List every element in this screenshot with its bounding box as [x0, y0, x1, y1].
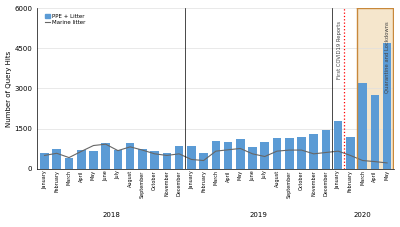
Bar	[114, 150, 122, 169]
Text: 2018: 2018	[103, 212, 121, 218]
Text: Quarantine and Lockdowns: Quarantine and Lockdowns	[385, 21, 390, 93]
Text: 2019: 2019	[250, 212, 268, 218]
Bar	[77, 150, 86, 169]
Bar	[346, 137, 355, 169]
Bar	[358, 83, 367, 169]
Bar	[212, 141, 220, 169]
Bar	[383, 43, 391, 169]
Bar	[102, 143, 110, 169]
Bar	[52, 149, 61, 169]
Bar	[356, 8, 393, 169]
Bar	[175, 146, 183, 169]
Text: 2020: 2020	[354, 212, 372, 218]
Bar	[40, 153, 49, 169]
Bar	[65, 158, 73, 169]
Bar	[297, 137, 306, 169]
Bar	[370, 95, 379, 169]
Bar	[126, 143, 134, 169]
Bar	[199, 153, 208, 169]
Bar	[236, 139, 244, 169]
Bar	[285, 138, 294, 169]
Text: First COVID19 Reports: First COVID19 Reports	[337, 21, 342, 79]
Bar	[260, 142, 269, 169]
Bar	[224, 142, 232, 169]
Legend: PPE + Litter, Marine litter: PPE + Litter, Marine litter	[44, 12, 87, 26]
Bar	[150, 151, 159, 169]
Bar	[89, 151, 98, 169]
Bar	[162, 153, 171, 169]
Bar	[322, 130, 330, 169]
Bar	[334, 121, 342, 169]
Bar	[310, 134, 318, 169]
Bar	[248, 147, 257, 169]
Y-axis label: Number of Query Hits: Number of Query Hits	[6, 50, 12, 127]
Bar	[138, 149, 147, 169]
Bar	[187, 146, 196, 169]
Bar	[273, 138, 281, 169]
